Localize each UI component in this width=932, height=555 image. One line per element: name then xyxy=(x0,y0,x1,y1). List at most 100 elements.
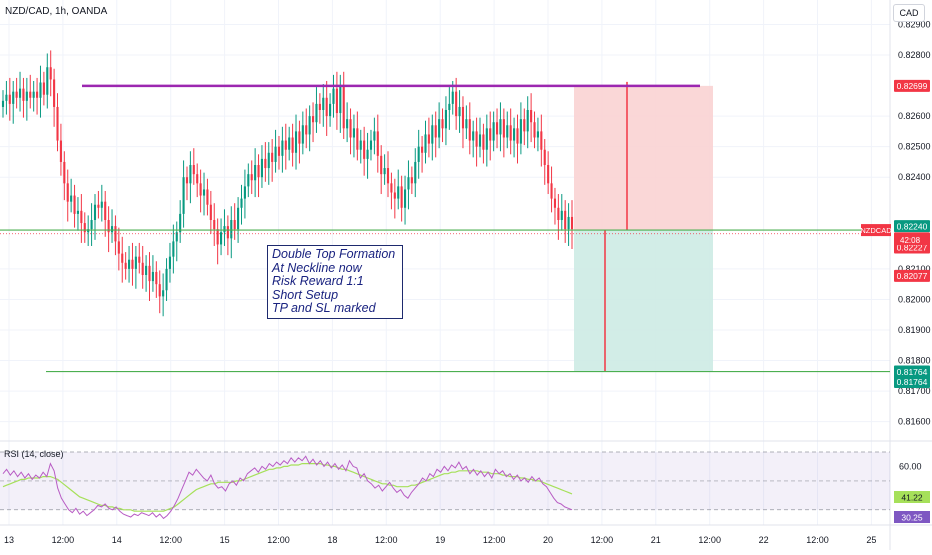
candle-body xyxy=(509,125,512,141)
candle-body xyxy=(53,79,56,107)
candle-body xyxy=(434,125,437,138)
candle-body xyxy=(472,131,475,141)
time-tick-label: 25 xyxy=(866,535,876,545)
candle-body xyxy=(455,91,458,117)
time-tick-label: 21 xyxy=(651,535,661,545)
candle-body xyxy=(284,140,287,150)
candle-body xyxy=(308,116,311,135)
take-profit-zone xyxy=(574,230,713,372)
candle-body xyxy=(158,284,161,297)
candle-body xyxy=(448,103,451,110)
candle-body xyxy=(294,131,298,153)
candle-body xyxy=(403,189,407,208)
symbol-tag-box xyxy=(861,224,891,237)
candle-body xyxy=(390,183,393,193)
time-tick-label: 18 xyxy=(327,535,337,545)
annotation-note[interactable]: Double Top Formation At Neckline now Ris… xyxy=(267,245,403,319)
candle-body xyxy=(240,198,243,208)
candle-body xyxy=(182,177,185,214)
candle-body xyxy=(417,146,420,162)
candle-body xyxy=(335,88,338,114)
price-tick-label: 0.82900 xyxy=(898,19,931,29)
candle-body xyxy=(376,131,379,156)
rsi-pane: 60.00 41.22 30.25 xyxy=(0,451,930,523)
position-zones[interactable] xyxy=(574,81,713,372)
candle-body xyxy=(230,220,233,239)
candle-body xyxy=(540,131,543,150)
candle-body xyxy=(322,97,325,110)
candle-body xyxy=(444,110,447,129)
time-tick-label: 19 xyxy=(435,535,445,545)
note-line: Short Setup xyxy=(272,287,339,302)
candle-body xyxy=(87,229,90,233)
time-tick-label: 13 xyxy=(4,535,14,545)
note-line: Risk Reward 1:1 xyxy=(272,274,364,288)
candle-body xyxy=(513,128,516,141)
candle-body xyxy=(165,268,168,291)
candle-body xyxy=(499,119,502,135)
candle-body xyxy=(489,128,492,141)
price-label-text: 0.82077 xyxy=(897,271,928,281)
candle-body xyxy=(363,140,366,159)
candle-body xyxy=(421,146,424,153)
candle-body xyxy=(148,265,151,282)
candle-body xyxy=(393,192,396,199)
candle-body xyxy=(254,165,257,181)
candle-body xyxy=(185,177,189,184)
candle-body xyxy=(1,100,5,107)
price-label-text: 0.82227 xyxy=(897,243,928,253)
candle-body xyxy=(318,103,321,110)
time-tick-label: 15 xyxy=(220,535,230,545)
time-axis[interactable]: 13 12:00 14 12:00 15 12:00 18 12:00 19 12:00 20 12:… xyxy=(4,535,876,545)
candle-body xyxy=(76,210,80,214)
price-axis[interactable]: 0.82900 0.82800 0.82600 0.82500 0.82400 0.821… xyxy=(860,19,930,426)
price-tick-label: 0.82500 xyxy=(898,142,931,152)
candle-body xyxy=(553,198,557,208)
candle-body xyxy=(461,106,465,129)
candle-body xyxy=(39,82,42,98)
candle-body xyxy=(526,110,529,132)
candle-body xyxy=(325,97,328,117)
candle-body xyxy=(5,94,8,101)
candle-body xyxy=(199,183,202,196)
candle-body xyxy=(267,152,270,169)
candle-body xyxy=(32,91,35,98)
candle-body xyxy=(465,119,468,129)
price-tick-label: 0.82400 xyxy=(898,172,931,182)
candle-body xyxy=(260,158,264,178)
candle-body xyxy=(63,161,66,184)
candle-body xyxy=(80,210,83,224)
trend-lines[interactable] xyxy=(0,84,890,373)
price-tick-label: 0.81700 xyxy=(898,386,931,396)
rsi-ma-series xyxy=(2,463,573,512)
candle-body xyxy=(506,125,509,138)
countdown-box xyxy=(894,235,930,246)
candle-body xyxy=(291,137,294,153)
price-label-text: 0.81764 xyxy=(897,367,928,377)
candle-body xyxy=(104,201,107,220)
candle-body xyxy=(93,204,97,220)
candle-body xyxy=(373,131,376,141)
currency-button[interactable]: CAD xyxy=(893,4,925,22)
candle-body xyxy=(530,110,533,123)
candle-body xyxy=(114,226,117,242)
price-label-box xyxy=(894,269,930,282)
candle-body xyxy=(73,195,76,214)
candle-body xyxy=(168,256,172,269)
candle-body xyxy=(8,94,11,104)
candle-body xyxy=(134,256,137,269)
candle-body xyxy=(196,174,199,184)
candle-body xyxy=(12,91,15,104)
candle-body xyxy=(400,186,403,208)
candle-body xyxy=(567,216,570,230)
candle-body xyxy=(441,119,444,129)
candle-body xyxy=(380,155,383,175)
candle-body xyxy=(250,174,253,181)
candle-body xyxy=(519,119,522,144)
candle-body xyxy=(107,220,110,233)
candle-body xyxy=(560,210,563,220)
candle-body xyxy=(346,119,349,129)
price-tick-label: 0.82000 xyxy=(898,294,931,304)
note-line: At Neckline now xyxy=(272,260,362,275)
